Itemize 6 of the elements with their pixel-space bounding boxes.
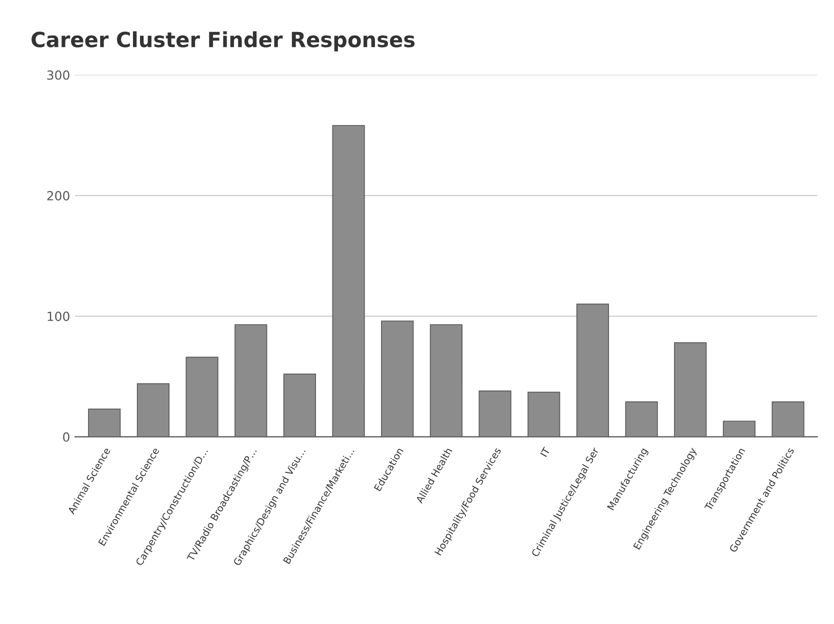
chart-title: Career Cluster Finder Responses — [32, 31, 415, 52]
y-tick-label: 200 — [47, 190, 70, 200]
y-tick-label: 100 — [48, 312, 70, 322]
y-tick-label: 0 — [63, 432, 70, 442]
y-tick-label: 300 — [47, 70, 70, 80]
x-tick-label: IT — [540, 446, 550, 458]
